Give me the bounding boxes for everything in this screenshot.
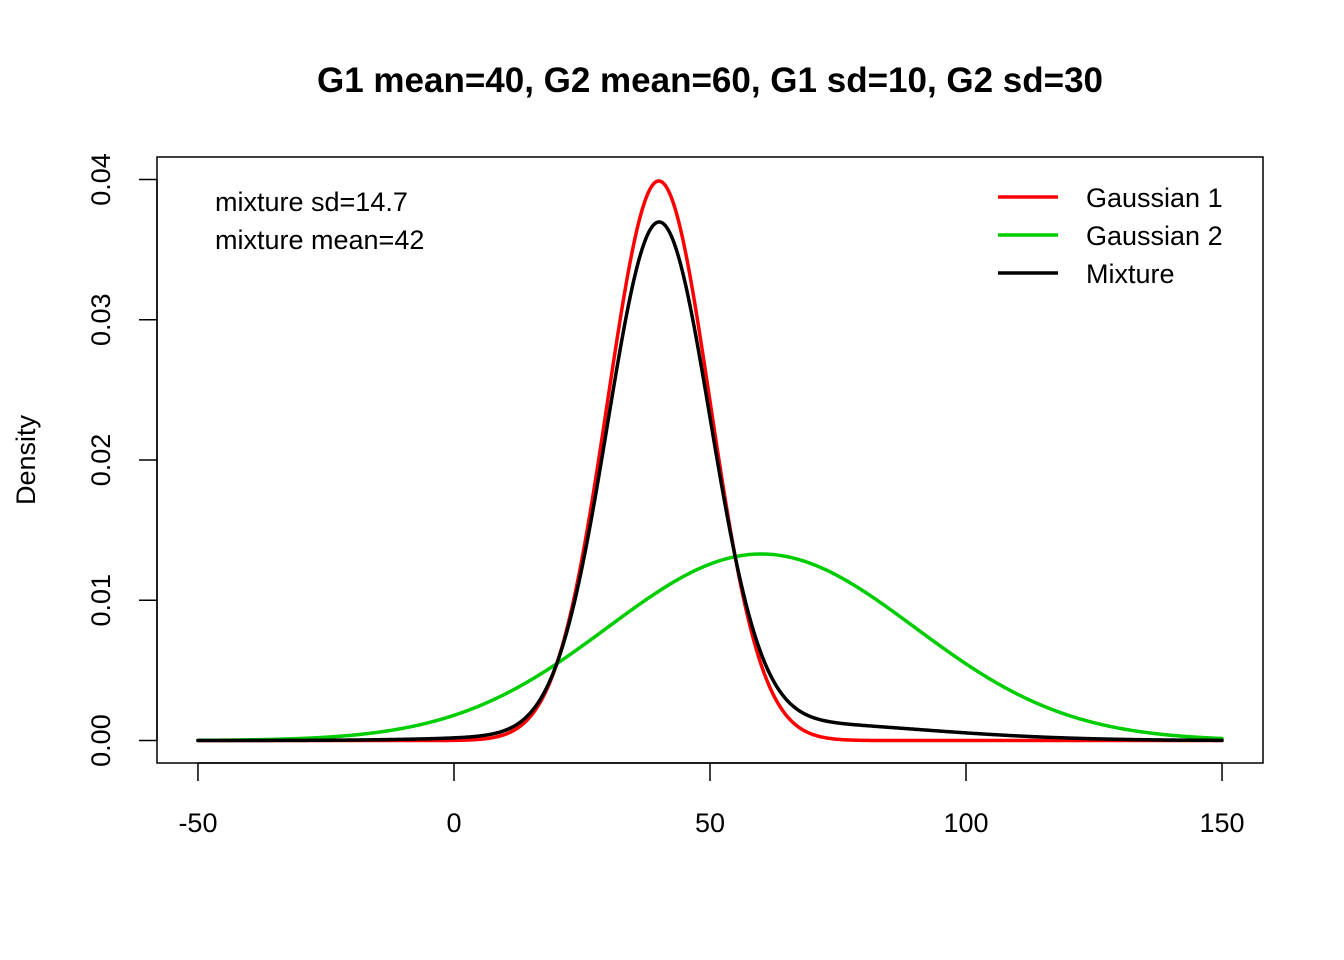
chart-title: G1 mean=40, G2 mean=60, G1 sd=10, G2 sd=… [317,61,1103,100]
x-axis: -50 0 50 100 150 [178,762,1245,838]
annotation-text: mixture mean=42 [215,225,424,255]
y-axis-label: Density [11,414,41,505]
legend-label: Gaussian 1 [1086,183,1223,213]
x-tick-label: 0 [446,808,461,838]
annotations: mixture sd=14.7 mixture mean=42 [215,187,424,255]
annotation-text: mixture sd=14.7 [215,187,408,217]
legend: Gaussian 1 Gaussian 2 Mixture [998,183,1223,289]
series-line-gaussian-1 [196,179,1224,743]
y-tick-label: 0.04 [86,153,116,206]
y-tick-label: 0.00 [86,714,116,767]
x-tick-label: 50 [695,808,725,838]
series-line-mixture [196,220,1224,743]
x-tick-label: 100 [943,808,988,838]
series-line-gaussian-2 [196,552,1224,743]
y-tick-label: 0.02 [86,434,116,487]
x-tick-label: -50 [178,808,217,838]
y-axis: 0.00 0.01 0.02 0.03 0.04 [86,153,158,767]
legend-label: Gaussian 2 [1086,221,1223,251]
series-lines [196,179,1224,743]
legend-label: Mixture [1086,259,1175,289]
x-tick-label: 150 [1200,808,1245,838]
y-tick-label: 0.03 [86,293,116,346]
y-tick-label: 0.01 [86,574,116,627]
